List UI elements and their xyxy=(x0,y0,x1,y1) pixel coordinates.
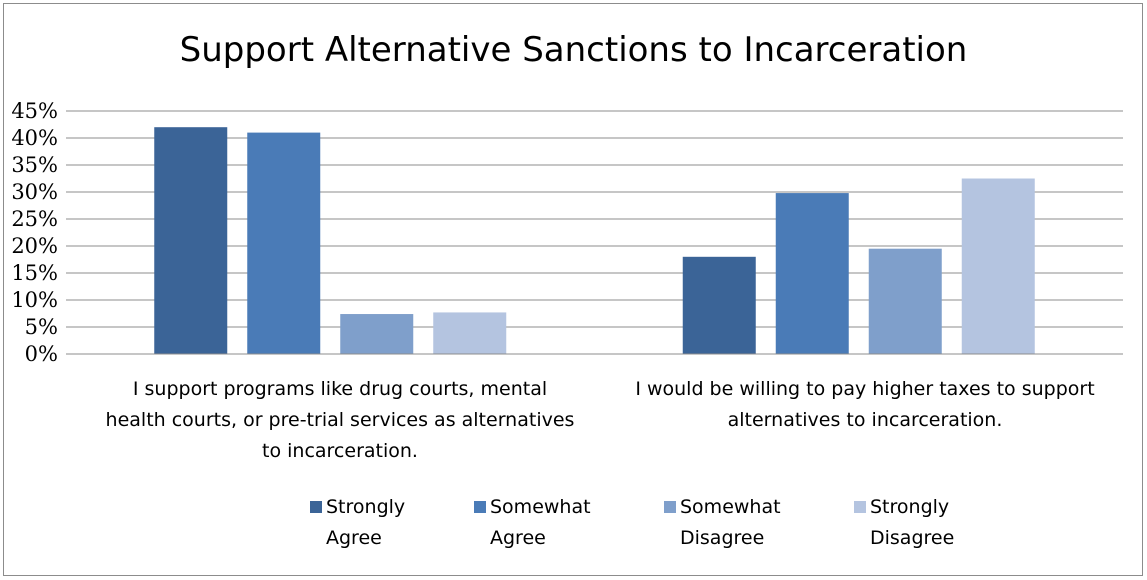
bar xyxy=(433,312,507,354)
y-tick-label: 30% xyxy=(11,180,58,204)
y-tick-label: 45% xyxy=(11,99,58,123)
legend-swatch-somewhat-disagree xyxy=(664,501,676,513)
y-axis-ticks: 0% 5% 10% 15% 20% 25% 30% 35% 40% 45% xyxy=(11,99,58,366)
bar xyxy=(868,248,942,354)
gridlines xyxy=(66,110,1123,328)
legend-swatch-strongly-disagree xyxy=(854,501,866,513)
bar xyxy=(682,256,756,354)
y-tick-label: 25% xyxy=(11,207,58,231)
bars xyxy=(154,127,1035,354)
legend-label-strongly-agree: Strongly Agree xyxy=(326,496,406,549)
chart-title: Support Alternative Sanctions to Incarce… xyxy=(179,30,968,70)
legend-swatch-somewhat-agree xyxy=(474,501,486,513)
legend-swatch-strongly-agree xyxy=(310,501,322,513)
bar xyxy=(154,127,228,354)
y-tick-label: 10% xyxy=(11,288,58,312)
y-tick-label: 20% xyxy=(11,234,58,258)
legend-item-strongly-disagree: Strongly Disagree xyxy=(854,492,980,554)
bar xyxy=(247,132,321,354)
y-tick-label: 0% xyxy=(25,342,58,366)
bar xyxy=(961,178,1035,354)
legend-item-somewhat-agree: Somewhat Agree xyxy=(474,492,600,554)
y-tick-label: 40% xyxy=(11,126,58,150)
y-tick-label: 15% xyxy=(11,261,58,285)
category-label-2: I would be willing to pay higher taxes t… xyxy=(635,378,1095,431)
legend-item-somewhat-disagree: Somewhat Disagree xyxy=(664,492,790,554)
legend-label-somewhat-disagree: Somewhat Disagree xyxy=(680,496,781,549)
bar xyxy=(775,193,849,354)
legend-label-somewhat-agree: Somewhat Agree xyxy=(490,496,591,549)
legend-item-strongly-agree: Strongly Agree xyxy=(310,492,436,554)
category-label-1: I support programs like drug courts, men… xyxy=(105,378,575,462)
y-tick-label: 5% xyxy=(25,315,58,339)
legend-label-strongly-disagree: Strongly Disagree xyxy=(870,496,955,549)
bar xyxy=(340,314,414,354)
y-tick-label: 35% xyxy=(11,153,58,177)
